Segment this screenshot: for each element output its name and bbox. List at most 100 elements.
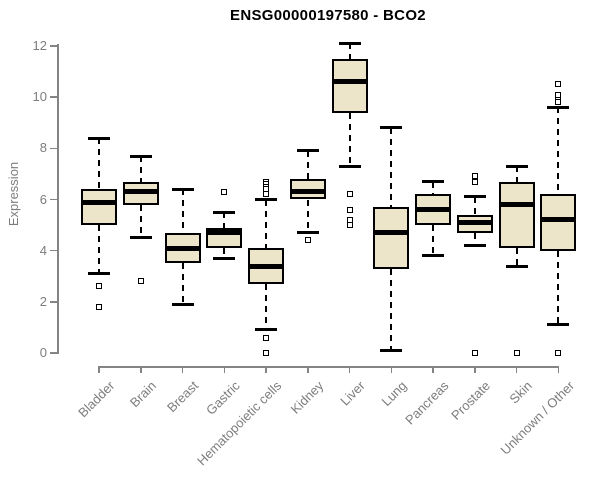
x-tick-mark [265,366,267,373]
outlier-hematopoietic-cells [263,334,269,341]
x-category-label: Breast [163,378,202,416]
median-brain [122,189,159,195]
median-prostate [456,220,493,226]
whisker-cap-lower-lung [380,348,403,352]
y-tick-label: 4 [39,242,47,258]
whisker-lower-prostate [473,232,476,246]
x-category-label: Brain [127,378,160,411]
whisker-upper-lung [390,127,393,208]
outlier-unknown-other [555,81,562,88]
whisker-cap-lower-pancreas [422,254,444,258]
whisker-lower-gastric [223,248,226,259]
outlier-hematopoietic-cells [263,350,269,356]
outlier-kidney [304,237,311,244]
whisker-lower-kidney [306,199,309,233]
outlier-skin [513,350,520,356]
whisker-cap-upper-prostate [463,195,486,199]
outlier-liver [346,206,353,213]
whisker-cap-upper-liver [338,41,361,45]
x-category-label: Prostate [448,378,494,423]
whisker-cap-lower-breast [171,302,194,306]
x-tick-mark [181,366,184,373]
x-tick-mark [223,366,225,373]
x-axis-line [98,366,560,368]
whisker-upper-bladder [98,138,100,190]
whisker-cap-lower-kidney [296,231,319,235]
box-lung [373,207,410,269]
whisker-cap-lower-skin [505,264,528,268]
x-tick-mark [474,366,476,373]
y-tick-mark [50,352,57,354]
box-skin [498,181,535,249]
whisker-lower-liver [348,112,351,167]
whisker-upper-kidney [306,150,309,180]
median-pancreas [415,207,451,213]
whisker-upper-hematopoietic-cells [265,199,267,249]
y-tick-mark [50,147,57,150]
x-category-label: Skin [506,378,536,407]
y-tick-label: 8 [39,140,47,156]
x-tick-mark [307,366,309,373]
x-tick-mark [348,366,351,373]
whisker-lower-unknown-other [557,250,560,325]
whisker-cap-upper-unknown-other [547,105,570,109]
y-tick-label: 12 [32,38,47,53]
whisker-upper-unknown-other [557,107,560,195]
outlier-brain [137,278,144,285]
whisker-cap-upper-hematopoietic-cells [255,198,277,201]
chart-title: ENSG00000197580 - BCO2 [230,7,426,24]
outlier-gastric [221,188,228,195]
whisker-cap-lower-prostate [463,244,486,248]
whisker-cap-lower-hematopoietic-cells [255,328,277,332]
median-bladder [81,199,117,205]
whisker-lower-skin [515,248,518,267]
whisker-cap-lower-brain [129,236,152,240]
whisker-upper-skin [515,166,518,182]
whisker-cap-lower-bladder [88,272,110,276]
median-lung [373,230,410,236]
y-tick-mark [50,45,57,47]
x-tick-mark [515,366,518,373]
x-category-label: Unknown / Other [497,378,577,458]
whisker-lower-breast [181,263,184,305]
y-tick-mark [50,198,57,201]
y-tick-label: 2 [39,293,47,309]
y-tick-label: 0 [39,345,47,360]
whisker-upper-pancreas [432,181,434,195]
x-tick-mark [140,366,142,373]
whisker-cap-upper-lung [380,126,403,130]
whisker-cap-upper-bladder [88,136,110,140]
y-axis-line [57,44,59,354]
whisker-cap-upper-brain [129,154,152,158]
x-category-label: Gastric [203,378,243,418]
y-tick-mark [50,96,57,98]
whisker-cap-upper-skin [505,164,528,168]
x-category-label: Bladder [75,378,118,421]
x-tick-mark [432,366,434,373]
y-tick-mark [50,301,57,303]
y-tick-mark [50,249,57,252]
x-tick-mark [390,366,392,373]
whisker-cap-lower-liver [338,164,361,168]
whisker-lower-lung [390,268,393,351]
median-hematopoietic-cells [248,263,284,269]
whisker-cap-upper-kidney [296,149,319,153]
x-tick-mark [98,366,100,373]
median-gastric [206,230,243,236]
outlier-unknown-other [555,350,562,356]
outlier-bladder [96,283,102,290]
whisker-cap-upper-pancreas [422,180,444,184]
outlier-unknown-other [555,99,562,106]
median-skin [498,202,535,208]
box-unknown-other [540,194,577,251]
whisker-upper-prostate [473,196,476,215]
whisker-upper-liver [348,43,351,59]
box-liver [331,58,368,113]
whisker-lower-hematopoietic-cells [265,283,267,330]
whisker-upper-brain [139,156,142,182]
outlier-liver [346,191,353,198]
outlier-prostate [471,350,478,356]
x-category-label: Pancreas [402,378,452,428]
whisker-cap-lower-unknown-other [547,323,570,327]
y-tick-label: 6 [39,191,47,207]
